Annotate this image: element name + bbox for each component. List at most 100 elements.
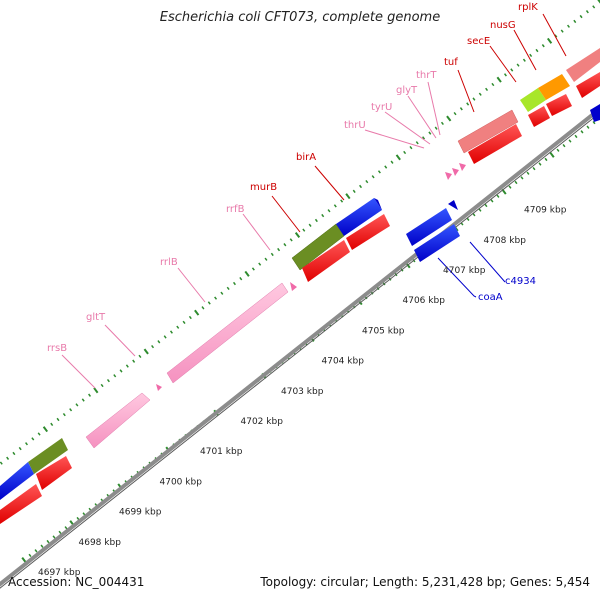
tick-mark xyxy=(592,5,596,9)
tick-mark xyxy=(541,44,545,48)
gene-rrlB[interactable] xyxy=(166,282,289,384)
scale-label: 4708 kbp xyxy=(484,236,527,246)
tick-mark xyxy=(12,451,16,456)
tick-mark xyxy=(327,209,331,213)
tick-mark xyxy=(490,199,494,203)
cds-red-6[interactable] xyxy=(576,72,600,98)
reverse-features xyxy=(406,104,600,262)
gene-label-rrlB: rrlB xyxy=(160,257,178,268)
gene-gltT[interactable] xyxy=(156,384,162,391)
cds-red-2[interactable] xyxy=(346,214,390,250)
tick-mark xyxy=(69,408,73,412)
scale-label: 4697 kbp xyxy=(38,568,81,578)
scale-label: 4701 kbp xyxy=(200,447,243,457)
gene-blue-right[interactable] xyxy=(590,104,600,122)
gene-nusG[interactable] xyxy=(538,74,570,100)
gene-c4934[interactable] xyxy=(406,208,452,246)
cds-red-left-1[interactable] xyxy=(36,456,72,490)
scale-labels: 4697 kbp 4698 kbp 4699 kbp 4700 kbp 4701 kbp… xyxy=(38,206,567,578)
tick-mark xyxy=(403,150,407,155)
scale-label: 4702 kbp xyxy=(241,417,284,427)
cds-red-4[interactable] xyxy=(528,106,550,127)
tick-mark xyxy=(568,139,572,143)
tick-mark xyxy=(100,383,104,388)
tick-mark xyxy=(182,320,186,325)
gene-label-coaA: coaA xyxy=(478,292,503,303)
tick-mark xyxy=(176,325,180,329)
cds-red-5[interactable] xyxy=(546,94,572,116)
tick-mark xyxy=(538,162,542,166)
gene-label-gltT: gltT xyxy=(86,312,106,323)
scale-label: 4705 kbp xyxy=(362,326,405,336)
tick-mark xyxy=(56,417,60,422)
tick-mark xyxy=(345,193,351,200)
gene-rplK[interactable] xyxy=(566,48,600,82)
tick-mark xyxy=(18,446,22,451)
forward-features xyxy=(0,48,600,500)
tick-mark xyxy=(188,315,192,320)
gene-label-tyrU: tyrU xyxy=(371,102,392,113)
gene-label-glyT: glyT xyxy=(396,85,418,96)
tick-mark xyxy=(239,277,243,281)
tick-mark xyxy=(119,369,123,373)
tick-mark xyxy=(478,92,482,96)
tick-mark xyxy=(516,63,520,67)
tick-mark xyxy=(40,544,44,548)
tick-mark xyxy=(496,76,502,83)
tick-mark xyxy=(244,270,250,277)
tick-mark xyxy=(446,115,452,122)
tick-mark xyxy=(226,286,230,291)
cds-red-3[interactable] xyxy=(468,124,522,164)
gene-coaA[interactable] xyxy=(414,224,460,262)
tick-mark xyxy=(157,340,161,344)
tick-mark xyxy=(522,58,526,62)
gene-label-rrfB: rrfB xyxy=(226,204,245,215)
gene-label-tuf: tuf xyxy=(444,57,458,68)
gene-secE[interactable] xyxy=(520,88,546,112)
tick-mark xyxy=(579,14,583,19)
tick-mark xyxy=(514,180,518,185)
gene-olive-left[interactable] xyxy=(28,438,68,474)
gene-blue-left[interactable] xyxy=(0,462,34,500)
tick-mark xyxy=(535,48,539,53)
summary-text: Topology: circular; Length: 5,231,428 bp… xyxy=(260,575,590,589)
tick-mark xyxy=(549,151,555,158)
tick-mark xyxy=(302,228,306,232)
gene-rrsB[interactable] xyxy=(85,392,151,449)
tick-mark xyxy=(554,34,558,38)
tick-mark xyxy=(377,170,381,174)
tick-mark xyxy=(31,437,35,441)
tick-mark xyxy=(560,29,564,33)
tick-mark xyxy=(415,141,419,145)
tick-mark xyxy=(220,291,224,295)
cds-red-1[interactable] xyxy=(302,240,350,282)
tick-mark xyxy=(395,154,401,161)
tick-mark xyxy=(151,344,155,349)
gene-glyT[interactable] xyxy=(459,163,466,171)
tick-mark xyxy=(573,19,577,24)
tick-mark xyxy=(143,348,149,355)
gene-birA-arrow xyxy=(374,198,382,210)
tick-mark xyxy=(46,539,50,544)
scale-label: 4706 kbp xyxy=(403,296,446,306)
tick-mark xyxy=(6,456,10,460)
tick-mark xyxy=(574,134,578,139)
tick-mark xyxy=(546,37,553,44)
gene-label-birA: birA xyxy=(296,152,316,163)
tick-mark xyxy=(283,243,287,247)
gene-rrfB[interactable] xyxy=(290,282,297,291)
tick-mark xyxy=(359,184,363,189)
gene-birA[interactable] xyxy=(336,198,382,236)
tick-mark xyxy=(58,530,62,535)
gene-tuf[interactable] xyxy=(457,109,519,154)
tick-mark xyxy=(258,262,262,266)
gene-thrU[interactable] xyxy=(445,172,452,180)
scale-label: 4698 kbp xyxy=(79,538,122,548)
tick-mark xyxy=(453,111,457,116)
tick-mark xyxy=(294,232,301,238)
cds-red-left-2[interactable] xyxy=(0,484,42,524)
tick-mark xyxy=(529,53,533,58)
tick-mark xyxy=(251,267,255,271)
gene-tyrU[interactable] xyxy=(452,168,459,176)
